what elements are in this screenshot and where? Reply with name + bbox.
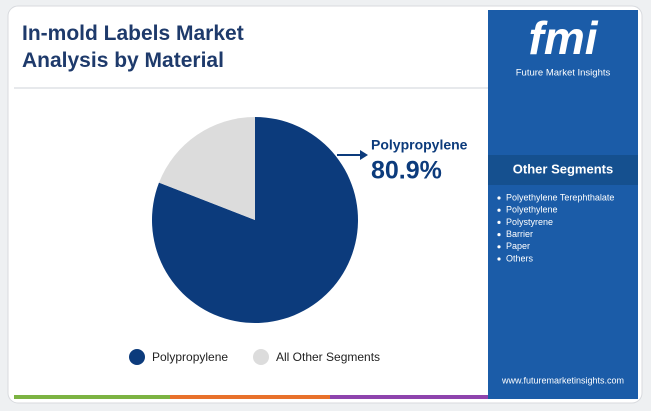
- brand-name: Future Market Insights: [516, 68, 611, 79]
- segments-header: [488, 155, 638, 185]
- strip-segment: [330, 395, 488, 399]
- bullet: [497, 220, 501, 224]
- callout-arrowhead: [360, 150, 368, 160]
- segment-item: Paper: [506, 241, 530, 251]
- segment-item: Barrier: [506, 229, 533, 239]
- legend-swatch: [253, 349, 269, 365]
- bullet: [497, 196, 501, 200]
- segments-title: Other Segments: [513, 161, 613, 176]
- pie-slice: [158, 117, 255, 220]
- bullet: [497, 245, 501, 249]
- legend-label: All Other Segments: [276, 350, 380, 364]
- strip-segment: [488, 395, 638, 399]
- bullet: [497, 208, 501, 212]
- segment-item: Polyethylene: [506, 205, 558, 215]
- side-panel: [488, 10, 638, 396]
- segment-item: Others: [506, 253, 534, 263]
- chart-title: In-mold Labels Market Analysis by Materia…: [22, 22, 244, 72]
- callout-label: Polypropylene: [371, 137, 468, 153]
- logo: fmi: [529, 12, 599, 64]
- bullet: [497, 233, 501, 237]
- legend-label: Polypropylene: [152, 350, 228, 364]
- legend-swatch: [129, 349, 145, 365]
- segment-item: Polyethylene Terephthalate: [506, 192, 614, 202]
- strip-segment: [170, 395, 330, 399]
- segment-item: Polystyrene: [506, 217, 553, 227]
- bottom-strip: [14, 395, 638, 399]
- pie-slice: [152, 117, 359, 323]
- bullet: [497, 257, 501, 261]
- callout-value: 80.9%: [371, 157, 442, 185]
- strip-segment: [14, 395, 170, 399]
- website: www.futuremarketinsights.com: [501, 375, 624, 385]
